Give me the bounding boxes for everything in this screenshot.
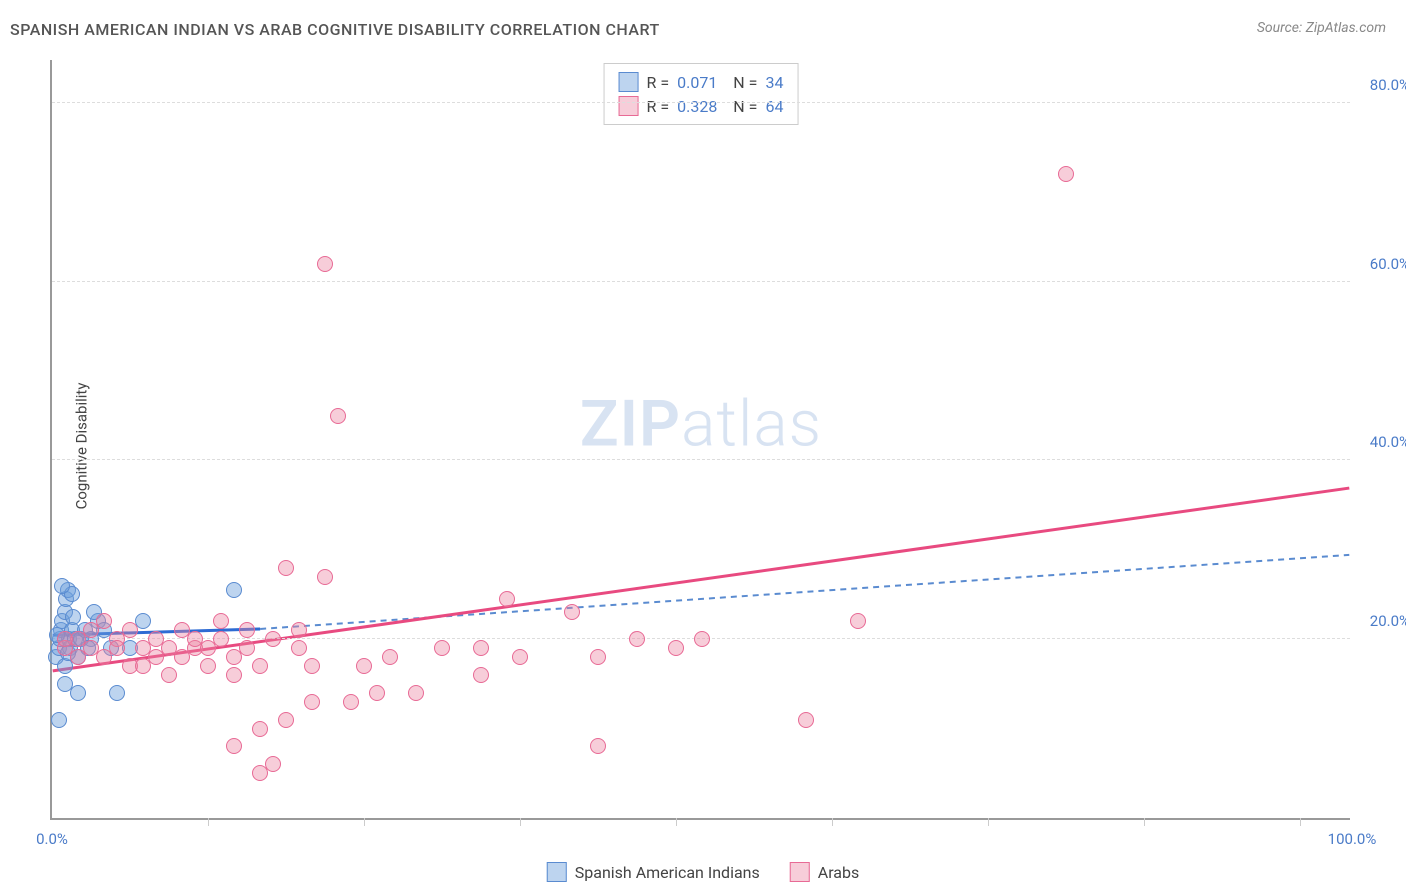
legend-n-label: N =: [725, 97, 757, 116]
legend-r-label: R =: [647, 73, 670, 92]
scatter-point: [51, 712, 67, 728]
scatter-point: [252, 658, 268, 674]
scatter-point: [798, 712, 814, 728]
scatter-point: [213, 613, 229, 629]
scatter-point: [304, 694, 320, 710]
scatter-point: [265, 756, 281, 772]
scatter-point: [369, 685, 385, 701]
scatter-point: [564, 604, 580, 620]
scatter-point: [629, 631, 645, 647]
scatter-point: [291, 640, 307, 656]
legend-swatch: [547, 862, 567, 882]
legend-r-label: R =: [647, 97, 670, 116]
scatter-point: [239, 640, 255, 656]
scatter-point: [57, 631, 73, 647]
scatter-point: [512, 649, 528, 665]
scatter-point: [109, 640, 125, 656]
scatter-point: [694, 631, 710, 647]
scatter-point: [668, 640, 684, 656]
legend-swatch: [790, 862, 810, 882]
scatter-point: [252, 721, 268, 737]
x-tick: [520, 818, 521, 826]
scatter-point: [434, 640, 450, 656]
legend-series-label: Spanish American Indians: [575, 863, 760, 882]
scatter-point: [1058, 166, 1074, 182]
scatter-point: [850, 613, 866, 629]
legend-series-item: Spanish American Indians: [547, 862, 760, 882]
scatter-point: [473, 640, 489, 656]
legend-series-label: Arabs: [818, 863, 860, 882]
scatter-point: [226, 667, 242, 683]
scatter-point: [122, 622, 138, 638]
legend-series: Spanish American Indians Arabs: [547, 862, 860, 882]
legend-n-value: 34: [765, 73, 783, 92]
scatter-point: [161, 667, 177, 683]
scatter-point: [239, 622, 255, 638]
x-tick: [1144, 818, 1145, 826]
x-tick: [988, 818, 989, 826]
scatter-point: [317, 256, 333, 272]
scatter-point: [70, 685, 86, 701]
x-tick-label: 0.0%: [36, 830, 68, 848]
scatter-point: [343, 694, 359, 710]
x-tick: [832, 818, 833, 826]
scatter-point: [330, 408, 346, 424]
gridline: [52, 281, 1350, 282]
y-tick-label: 40.0%: [1370, 433, 1406, 451]
scatter-point: [499, 591, 515, 607]
correlation-chart: SPANISH AMERICAN INDIAN VS ARAB COGNITIV…: [0, 0, 1406, 892]
x-tick: [208, 818, 209, 826]
legend-n-label: N =: [725, 73, 757, 92]
legend-n-value: 64: [765, 97, 783, 116]
legend-r-value: 0.071: [677, 73, 717, 92]
scatter-point: [213, 631, 229, 647]
scatter-point: [473, 667, 489, 683]
scatter-point: [590, 649, 606, 665]
scatter-point: [590, 738, 606, 754]
plot-area: ZIPatlas R = 0.071 N = 34R = 0.328 N = 6…: [50, 60, 1350, 820]
scatter-point: [304, 658, 320, 674]
scatter-point: [382, 649, 398, 665]
scatter-point: [96, 613, 112, 629]
scatter-point: [226, 582, 242, 598]
gridline: [52, 102, 1350, 103]
legend-swatch: [619, 72, 639, 92]
scatter-point: [408, 685, 424, 701]
legend-series-item: Arabs: [790, 862, 860, 882]
y-tick-label: 60.0%: [1370, 255, 1406, 273]
scatter-point: [278, 712, 294, 728]
scatter-point: [65, 609, 81, 625]
legend-stat-row: R = 0.328 N = 64: [619, 94, 784, 118]
trendlines: [52, 60, 1350, 818]
gridline: [52, 459, 1350, 460]
legend-r-value: 0.328: [677, 97, 717, 116]
legend-stats: R = 0.071 N = 34R = 0.328 N = 64: [604, 63, 799, 125]
scatter-point: [54, 578, 70, 594]
scatter-point: [278, 560, 294, 576]
x-tick: [676, 818, 677, 826]
scatter-point: [356, 658, 372, 674]
scatter-point: [291, 622, 307, 638]
x-tick: [364, 818, 365, 826]
watermark: ZIPatlas: [580, 386, 822, 461]
legend-swatch: [619, 96, 639, 116]
scatter-point: [317, 569, 333, 585]
source-attribution: Source: ZipAtlas.com: [1257, 20, 1386, 36]
x-tick-label: 100.0%: [1328, 830, 1377, 848]
legend-stat-row: R = 0.071 N = 34: [619, 70, 784, 94]
chart-title: SPANISH AMERICAN INDIAN VS ARAB COGNITIV…: [10, 20, 660, 39]
scatter-point: [265, 631, 281, 647]
scatter-point: [226, 738, 242, 754]
y-tick-label: 80.0%: [1370, 76, 1406, 94]
x-tick: [1300, 818, 1301, 826]
scatter-point: [200, 658, 216, 674]
y-tick-label: 20.0%: [1370, 612, 1406, 630]
scatter-point: [109, 685, 125, 701]
